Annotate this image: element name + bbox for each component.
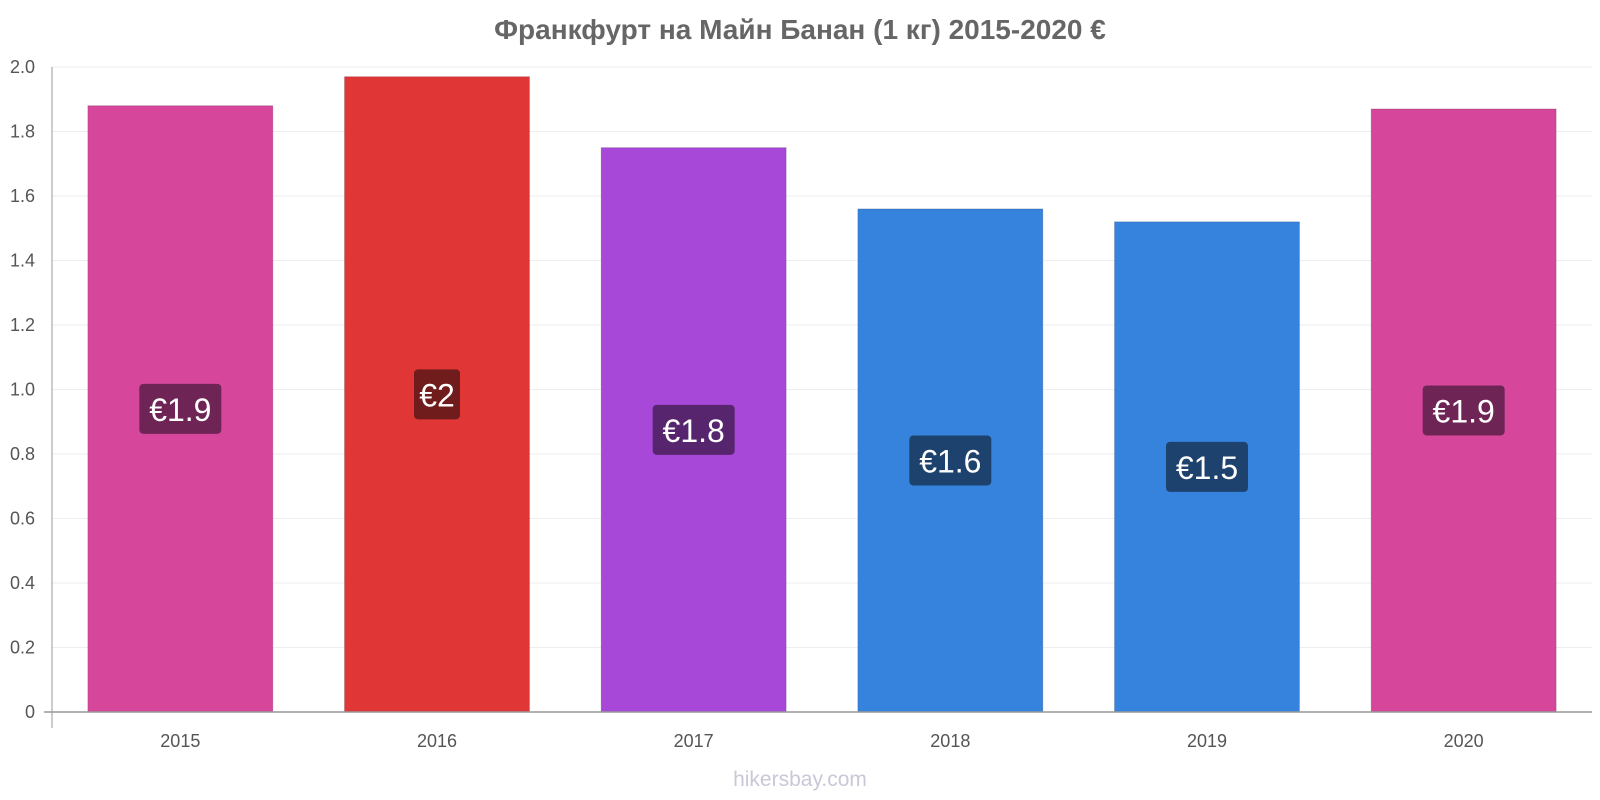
y-tick-label: 2.0: [10, 57, 35, 77]
y-tick-label: 1.4: [10, 251, 35, 271]
y-tick-label: 1.2: [10, 315, 35, 335]
x-tick-label: 2019: [1187, 731, 1227, 751]
x-tick-label: 2020: [1444, 731, 1484, 751]
y-tick-label: 0.4: [10, 573, 35, 593]
value-label-bg: [139, 383, 222, 434]
y-tick-label: 0.8: [10, 444, 35, 464]
x-tick-label: 2018: [930, 731, 970, 751]
grid-lines: [52, 66, 1592, 648]
value-labels: €1.9 €2 €1.8 €1.6 €1.5 €1.9: [139, 369, 1505, 492]
bars: [87, 76, 1557, 713]
x-tick-label: 2017: [674, 731, 714, 751]
value-label: €2: [419, 377, 455, 413]
y-tick-label: 1.8: [10, 122, 35, 142]
axes: 0 0.2 0.4 0.6 0.8 1.0 1.2 1.4 1.6 1.8 2.0 2015 2016 2…: [10, 57, 1592, 751]
value-label: €1.5: [1176, 450, 1238, 486]
x-tick-label: 2015: [160, 731, 200, 751]
y-tick-label: 0.6: [10, 509, 35, 529]
value-label-bg: [414, 369, 460, 420]
value-label: €1.8: [663, 413, 725, 449]
value-label-bg: [652, 404, 735, 455]
value-label-bg: [1166, 441, 1248, 492]
value-label-bg: [909, 435, 992, 486]
value-label-bg: [1422, 385, 1505, 436]
value-label: €1.6: [919, 443, 981, 479]
y-tick-label: 0.2: [10, 638, 35, 658]
chart-title: Франкфурт на Майн Банан (1 кг) 2015-2020…: [494, 14, 1106, 45]
watermark: hikersbay.com: [733, 768, 867, 791]
y-tick-label: 1.6: [10, 186, 35, 206]
y-tick-label: 1.0: [10, 380, 35, 400]
x-tick-label: 2016: [417, 731, 457, 751]
value-label: €1.9: [1433, 393, 1495, 429]
value-label: €1.9: [149, 392, 211, 428]
y-tick-label: 0: [25, 702, 35, 722]
